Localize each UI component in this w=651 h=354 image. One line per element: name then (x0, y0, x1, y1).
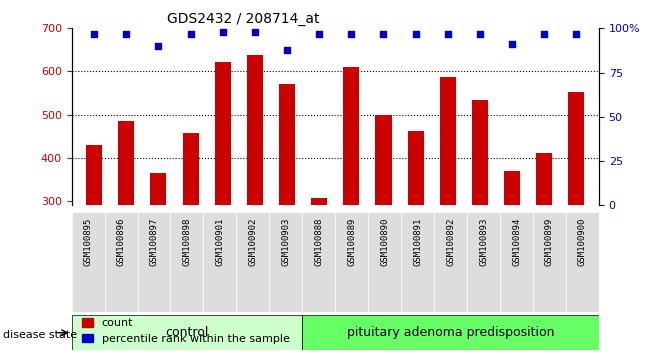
Point (571, 31, 581, 36)
Text: GDS2432 / 208714_at: GDS2432 / 208714_at (167, 12, 319, 26)
Point (89, 31, 100, 36)
Bar (311, 198, 327, 205)
Bar (279, 85, 295, 205)
Point (121, 31, 132, 36)
Text: GSM100900: GSM100900 (578, 217, 587, 266)
FancyBboxPatch shape (236, 212, 270, 312)
FancyBboxPatch shape (171, 212, 203, 312)
Legend: count, percentile rank within the sample: count, percentile rank within the sample (77, 314, 294, 348)
Point (186, 31, 196, 36)
Point (153, 43, 163, 49)
Bar (343, 67, 359, 205)
Text: GSM100902: GSM100902 (249, 217, 257, 266)
Text: GSM100901: GSM100901 (215, 217, 225, 266)
FancyBboxPatch shape (203, 212, 236, 312)
FancyBboxPatch shape (105, 212, 137, 312)
FancyBboxPatch shape (137, 212, 171, 312)
Point (443, 31, 453, 36)
Text: GSM100894: GSM100894 (512, 217, 521, 266)
Point (346, 31, 357, 36)
Bar (440, 77, 456, 205)
Text: control: control (165, 326, 209, 339)
Point (217, 29, 228, 35)
Bar (504, 171, 520, 205)
Text: GSM100898: GSM100898 (182, 217, 191, 266)
Text: GSM100893: GSM100893 (479, 217, 488, 266)
FancyBboxPatch shape (533, 212, 566, 312)
Text: GSM100890: GSM100890 (380, 217, 389, 266)
Text: GSM100896: GSM100896 (117, 217, 126, 266)
FancyBboxPatch shape (302, 315, 599, 350)
Bar (568, 92, 585, 205)
FancyBboxPatch shape (335, 212, 368, 312)
Text: GSM100899: GSM100899 (545, 217, 554, 266)
Text: GSM100889: GSM100889 (347, 217, 356, 266)
Bar (376, 115, 391, 205)
Point (282, 47, 292, 52)
Bar (472, 101, 488, 205)
Point (250, 29, 260, 35)
Bar (182, 133, 199, 205)
FancyBboxPatch shape (72, 315, 302, 350)
FancyBboxPatch shape (302, 212, 335, 312)
Text: GSM100897: GSM100897 (150, 217, 158, 266)
Point (507, 41, 518, 47)
FancyBboxPatch shape (401, 212, 434, 312)
FancyBboxPatch shape (500, 212, 533, 312)
FancyBboxPatch shape (434, 212, 467, 312)
Bar (247, 55, 263, 205)
Point (539, 31, 549, 36)
FancyBboxPatch shape (368, 212, 401, 312)
Text: GSM100895: GSM100895 (83, 217, 92, 266)
FancyBboxPatch shape (270, 212, 302, 312)
Text: GSM100892: GSM100892 (446, 217, 455, 266)
FancyBboxPatch shape (467, 212, 500, 312)
Bar (118, 121, 134, 205)
FancyBboxPatch shape (566, 212, 599, 312)
Point (410, 31, 421, 36)
Bar (536, 153, 552, 205)
FancyBboxPatch shape (72, 212, 105, 312)
Bar (150, 173, 167, 205)
Text: GSM100888: GSM100888 (314, 217, 324, 266)
Bar (86, 145, 102, 205)
Text: GSM100891: GSM100891 (413, 217, 422, 266)
Text: GSM100903: GSM100903 (281, 217, 290, 266)
Point (314, 31, 324, 36)
Point (475, 31, 485, 36)
Point (378, 31, 389, 36)
Bar (408, 131, 424, 205)
Text: pituitary adenoma predisposition: pituitary adenoma predisposition (347, 326, 555, 339)
Text: disease state: disease state (3, 330, 77, 339)
Bar (215, 62, 230, 205)
